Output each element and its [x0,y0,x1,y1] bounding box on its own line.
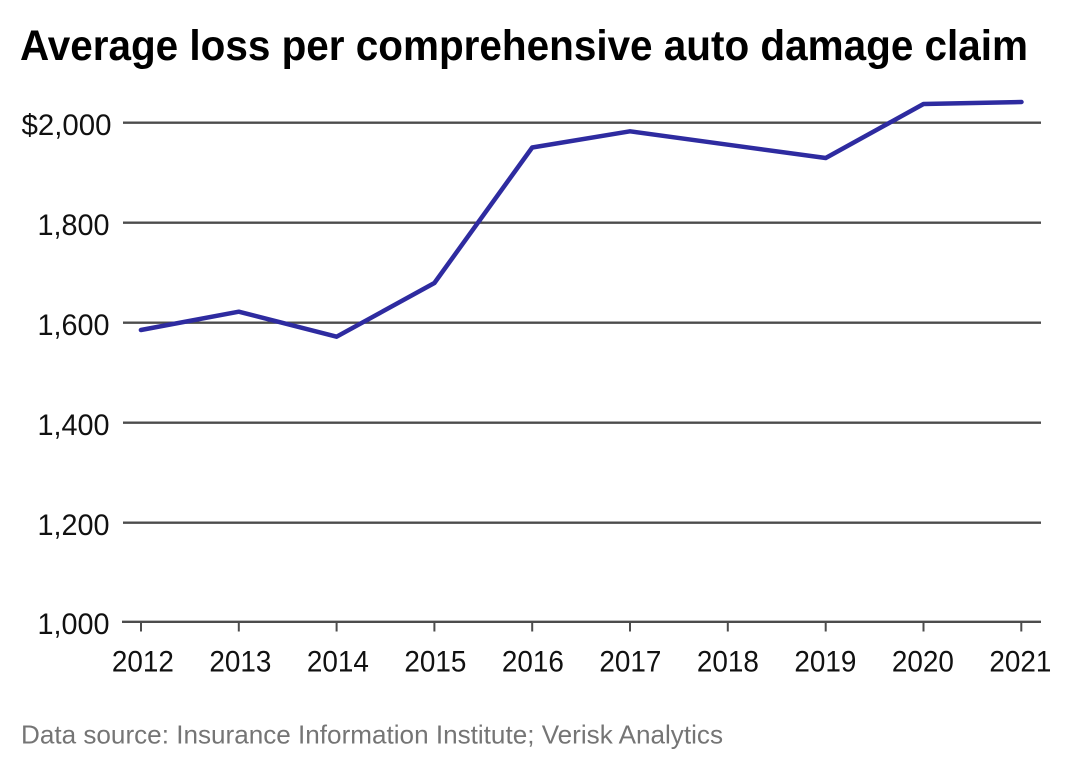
svg-text:2021: 2021 [989,646,1051,679]
svg-text:2014: 2014 [307,646,369,679]
svg-text:Average loss per comprehensive: Average loss per comprehensive auto dama… [20,22,1028,70]
svg-text:Data source: Insurance Informa: Data source: Insurance Information Insti… [21,720,723,750]
svg-text:1,400: 1,400 [38,409,110,442]
svg-text:2017: 2017 [599,646,661,679]
svg-text:2018: 2018 [697,646,759,679]
svg-text:$2,000: $2,000 [22,109,112,142]
svg-text:1,200: 1,200 [38,509,110,542]
svg-text:2013: 2013 [209,646,271,679]
svg-text:2019: 2019 [794,646,856,679]
svg-text:1,800: 1,800 [38,209,110,242]
svg-text:2015: 2015 [404,646,466,679]
svg-text:2020: 2020 [892,646,954,679]
svg-text:2016: 2016 [502,646,564,679]
svg-text:1,600: 1,600 [38,309,110,342]
svg-text:1,000: 1,000 [38,608,110,641]
svg-text:2012: 2012 [112,646,174,679]
